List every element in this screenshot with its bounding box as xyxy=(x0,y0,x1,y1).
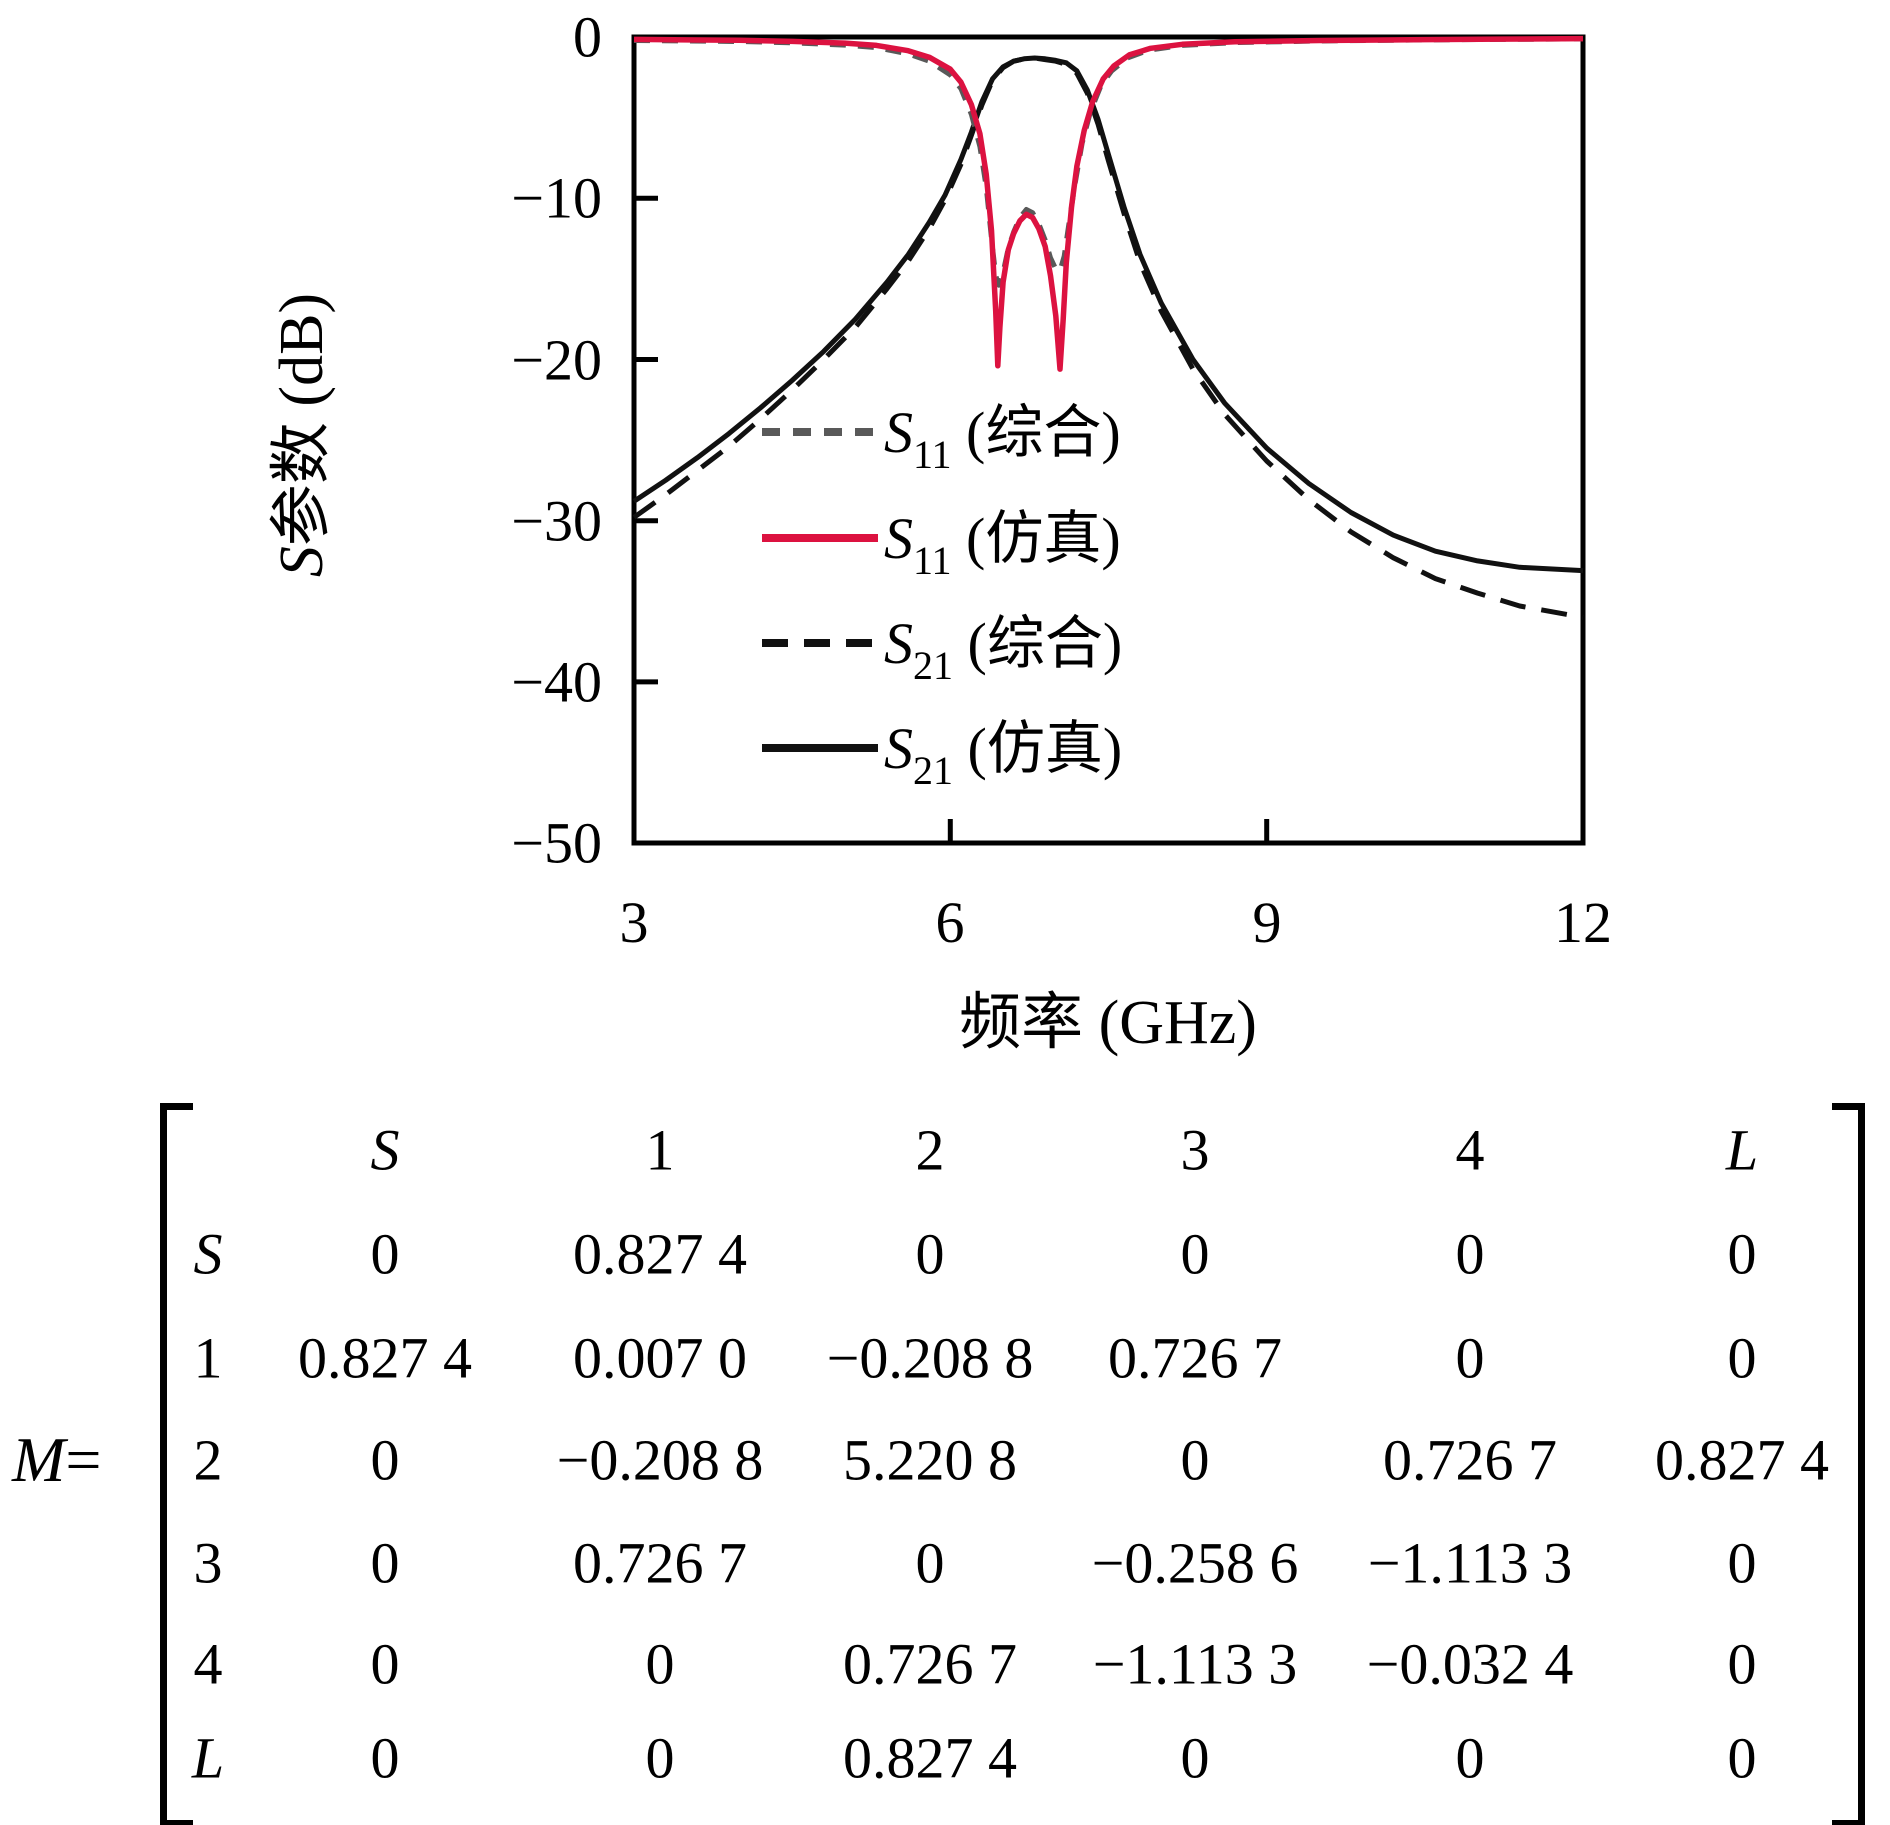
y-tick-label: −10 xyxy=(511,166,602,231)
matrix-cell: −0.208 8 xyxy=(556,1427,764,1493)
matrix-cell: 0 xyxy=(1180,1725,1210,1791)
x-axis-labels: 3 6 9 12 xyxy=(620,890,1613,955)
matrix-cell: 0.726 7 xyxy=(1383,1427,1557,1493)
matrix-cell: −1.113 3 xyxy=(1092,1631,1298,1697)
matrix-row-label: L xyxy=(191,1725,225,1791)
legend-label-s11-synthesis: S11 (综合) xyxy=(884,400,1121,477)
y-tick-label: −30 xyxy=(511,489,602,554)
y-axis-ticks xyxy=(634,195,658,685)
matrix-cell: 0 xyxy=(915,1530,945,1596)
matrix-cell: 5.220 8 xyxy=(843,1427,1017,1493)
s-parameter-chart: 0 −10 −20 −30 −40 −50 3 6 9 12 S参数 (dB) … xyxy=(268,5,1613,1058)
x-tick-label: 9 xyxy=(1253,890,1282,955)
matrix-cell: 0.726 7 xyxy=(573,1530,747,1596)
matrix-cell: 0 xyxy=(645,1631,675,1697)
matrix-cell: 0.827 4 xyxy=(298,1325,472,1391)
s11-simulation-curve xyxy=(633,35,1584,372)
y-axis-labels: 0 −10 −20 −30 −40 −50 xyxy=(511,5,602,876)
matrix-cell: 0 xyxy=(1180,1427,1210,1493)
matrix-row-label: 4 xyxy=(193,1631,223,1697)
matrix-cell: 0 xyxy=(370,1631,400,1697)
matrix-cell: 0 xyxy=(1180,1221,1210,1287)
matrix-cell: 0 xyxy=(370,1221,400,1287)
x-tick-label: 3 xyxy=(620,890,649,955)
matrix-cell: 0 xyxy=(1727,1725,1757,1791)
matrix-cell: 0 xyxy=(1727,1530,1757,1596)
matrix-row-label: 1 xyxy=(193,1325,223,1391)
chart-legend: S11 (综合) S11 (仿真) S21 (综合) S21 (仿真) xyxy=(762,400,1122,793)
matrix-equation-lhs: M= xyxy=(12,1423,101,1497)
matrix-col-header: 1 xyxy=(645,1117,675,1183)
matrix-cell: −0.208 8 xyxy=(826,1325,1034,1391)
matrix-cell: 0.007 0 xyxy=(573,1325,747,1391)
matrix-cell: 0.827 4 xyxy=(1655,1427,1829,1493)
x-axis-ticks xyxy=(947,819,1270,843)
matrix-cell: 0 xyxy=(1727,1631,1757,1697)
y-axis-title: S参数 (dB) xyxy=(268,293,336,577)
matrix-symbol: M xyxy=(12,1424,66,1495)
matrix-cell: 0 xyxy=(370,1725,400,1791)
legend-label-s11-simulation: S11 (仿真) xyxy=(884,506,1121,583)
matrix-row-label: S xyxy=(193,1221,223,1287)
matrix-row-label: 2 xyxy=(193,1427,223,1493)
matrix-cell: 0 xyxy=(915,1221,945,1287)
matrix-cell: 0 xyxy=(1455,1221,1485,1287)
plot-frame xyxy=(631,34,1586,846)
matrix-left-bracket xyxy=(160,1103,193,1825)
matrix-cell: 0.726 7 xyxy=(1108,1325,1282,1391)
matrix-row-label: 3 xyxy=(193,1530,223,1596)
legend-label-s21-synthesis: S21 (综合) xyxy=(884,611,1122,688)
s21-simulation-curve xyxy=(632,55,1584,574)
matrix-col-header: S xyxy=(370,1117,400,1183)
matrix-cell: 0 xyxy=(1727,1221,1757,1287)
legend-label-s21-simulation: S21 (仿真) xyxy=(884,716,1122,793)
matrix-cell: 0 xyxy=(370,1427,400,1493)
matrix-cell: 0 xyxy=(370,1530,400,1596)
y-tick-label: −40 xyxy=(511,650,602,715)
x-tick-label: 6 xyxy=(936,890,965,955)
x-tick-label: 12 xyxy=(1554,890,1612,955)
matrix-cell: 0 xyxy=(1727,1325,1757,1391)
matrix-right-bracket xyxy=(1832,1103,1865,1825)
matrix-cell: 0.827 4 xyxy=(573,1221,747,1287)
matrix-col-header: L xyxy=(1725,1117,1759,1183)
matrix-col-header: 3 xyxy=(1180,1117,1210,1183)
matrix-cell: 0.726 7 xyxy=(843,1631,1017,1697)
y-tick-label: 0 xyxy=(573,5,602,70)
matrix-cell: −1.113 3 xyxy=(1367,1530,1573,1596)
y-tick-label: −50 xyxy=(511,811,602,876)
matrix-col-header: 4 xyxy=(1455,1117,1485,1183)
equals-sign: = xyxy=(65,1424,102,1495)
matrix-cell: 0 xyxy=(1455,1325,1485,1391)
y-tick-label: −20 xyxy=(511,328,602,393)
matrix-col-header: 2 xyxy=(915,1117,945,1183)
matrix-cell: 0 xyxy=(1455,1725,1485,1791)
matrix-cell: 0 xyxy=(645,1725,675,1791)
matrix-cell: −0.032 4 xyxy=(1366,1631,1574,1697)
x-axis-title: 频率 (GHz) xyxy=(959,989,1257,1057)
matrix-cell: −0.258 6 xyxy=(1091,1530,1299,1596)
matrix-cell: 0.827 4 xyxy=(843,1725,1017,1791)
